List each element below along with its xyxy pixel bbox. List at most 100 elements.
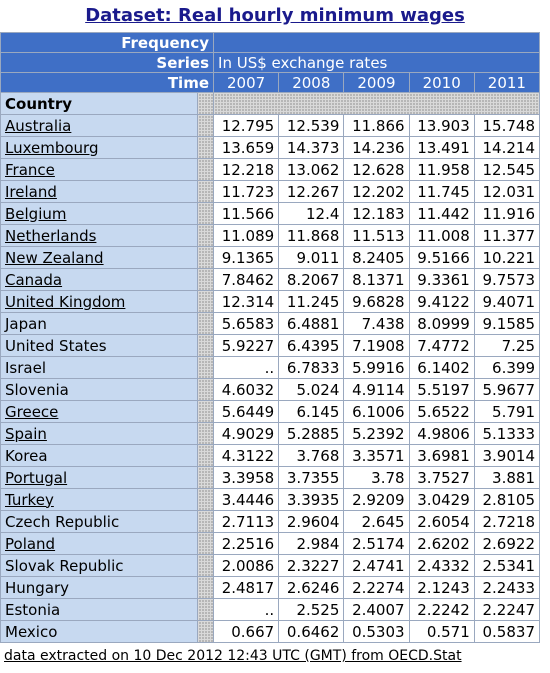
data-row: Mexico 0.667 0.6462 0.5303 0.571 0.5837 [0,620,541,643]
value-cell: 9.7573 [473,268,541,291]
data-row: United Kingdom 12.314 11.245 9.6828 9.4122 9.… [0,290,541,313]
value-cell: 5.9227 [213,334,280,357]
value-cell: 11.868 [278,224,345,247]
value-cell: 6.145 [278,400,345,423]
spacer [196,488,215,511]
value-cell: 15.748 [473,114,541,137]
country-name[interactable]: Ireland [5,182,57,201]
country-cell: Spain [0,422,198,445]
value-cell: 9.5166 [408,246,475,269]
country-name: Israel [5,358,46,377]
value-cell: 3.7355 [278,466,345,489]
spacer [196,114,215,137]
value-cell: 12.314 [213,290,280,313]
value-cell: 2.2274 [343,576,410,599]
value-cell: 2.5341 [473,554,541,577]
country-name[interactable]: Netherlands [5,226,97,245]
data-row: Belgium 11.566 12.4 12.183 11.442 11.916 [0,202,541,225]
value-cell: 2.5174 [343,532,410,555]
value-cell: 2.984 [278,532,345,555]
country-header-row: Country [0,92,540,115]
value-cell: 11.245 [278,290,345,313]
value-cell: 2.1243 [408,576,475,599]
country-name[interactable]: Spain [5,424,47,443]
value-cell: 9.4071 [473,290,541,313]
value-cell: 11.089 [213,224,280,247]
country-cell: Turkey [0,488,198,511]
value-cell: 11.377 [473,224,541,247]
value-cell: 2.6202 [408,532,475,555]
spacer [196,158,215,181]
spacer [196,554,215,577]
spacer [196,356,215,379]
country-cell: Israel [0,356,198,379]
country-name[interactable]: Australia [5,116,72,135]
time-label: Time [0,72,215,93]
spacer [196,532,215,555]
value-cell: 3.9014 [473,444,541,467]
country-name[interactable]: Portugal [5,468,68,487]
spacer [196,444,215,467]
country-name[interactable]: Poland [5,534,56,553]
spacer [196,378,215,401]
country-label: Country [0,92,198,115]
footer-link[interactable]: data extracted on 10 Dec 2012 12:43 UTC … [4,648,462,664]
value-cell: 4.9806 [408,422,475,445]
value-cell: 2.4007 [343,598,410,621]
value-cell: 12.202 [343,180,410,203]
value-cell: 9.4122 [408,290,475,313]
country-cell: United States [0,334,198,357]
country-name: Korea [5,446,48,465]
value-cell: 5.9677 [473,378,541,401]
spacer [196,92,215,115]
country-name[interactable]: New Zealand [5,248,104,267]
data-row: France 12.218 13.062 12.628 11.958 12.545 [0,158,541,181]
country-name[interactable]: Luxembourg [5,138,99,157]
data-row: Turkey 3.4446 3.3935 2.9209 3.0429 2.8105 [0,488,541,511]
value-cell: 7.438 [343,312,410,335]
spacer [196,180,215,203]
value-cell: 7.8462 [213,268,280,291]
country-name[interactable]: Canada [5,270,63,289]
data-table: Frequency Series In US$ exchange rates Ti… [0,32,541,643]
value-cell: 3.78 [343,466,410,489]
spacer [196,246,215,269]
value-cell: 8.2405 [343,246,410,269]
value-cell: 3.3935 [278,488,345,511]
value-cell: 12.218 [213,158,280,181]
value-cell: 9.011 [278,246,345,269]
dataset-title: Dataset: Real hourly minimum wages [85,5,465,26]
value-cell: 3.768 [278,444,345,467]
country-cell: Poland [0,532,198,555]
spacer [196,334,215,357]
value-cell: 0.5303 [343,620,410,643]
spacer [196,224,215,247]
value-cell: 11.513 [343,224,410,247]
series-row: Series In US$ exchange rates [0,52,540,73]
country-name[interactable]: Greece [5,402,59,421]
country-name[interactable]: Turkey [5,490,54,509]
data-row: Korea 4.3122 3.768 3.3571 3.6981 3.9014 [0,444,541,467]
year-header: 2007 [213,72,280,93]
country-name[interactable]: Belgium [5,204,67,223]
country-cell: Slovak Republic [0,554,198,577]
value-cell: 3.881 [473,466,541,489]
country-cell: Canada [0,268,198,291]
year-header: 2010 [408,72,475,93]
data-row: Israel.. 6.7833 5.9916 6.1402 6.399 [0,356,541,379]
country-name[interactable]: United Kingdom [5,292,126,311]
country-name[interactable]: France [5,160,55,179]
value-cell: 4.9029 [213,422,280,445]
value-cell: 5.2885 [278,422,345,445]
value-cell: 5.791 [473,400,541,423]
value-cell: 3.0429 [408,488,475,511]
value-cell: 3.7527 [408,466,475,489]
value-cell: 2.6922 [473,532,541,555]
country-cell: Belgium [0,202,198,225]
value-cell: 2.6246 [278,576,345,599]
value-cell: 5.5197 [408,378,475,401]
value-cell: 12.267 [278,180,345,203]
country-cell: Japan [0,312,198,335]
table-body: Frequency Series In US$ exchange rates Ti… [0,32,541,643]
data-row: Poland 2.2516 2.984 2.5174 2.6202 2.6922 [0,532,541,555]
